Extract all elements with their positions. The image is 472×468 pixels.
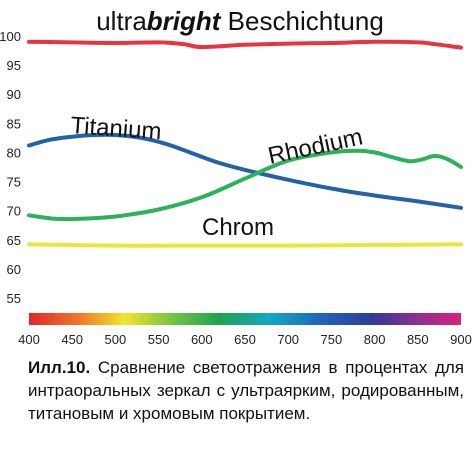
x-tick-label: 700 — [277, 332, 299, 347]
x-tick-label: 900 — [450, 332, 472, 347]
x-tick-label: 450 — [61, 332, 83, 347]
y-tick-label: 55 — [7, 291, 21, 306]
spectrum-bar — [29, 313, 461, 325]
series-line-ultrabright — [27, 39, 463, 50]
y-tick-label: 95 — [7, 58, 21, 73]
series-label-titanium: Titanium — [70, 112, 163, 145]
x-tick-label: 550 — [148, 332, 170, 347]
y-tick-label: 60 — [7, 262, 21, 277]
x-tick-label: 650 — [234, 332, 256, 347]
title-prefix: ultra — [96, 6, 147, 36]
y-tick-label: 75 — [7, 175, 21, 190]
y-axis: 100 95 90 85 80 75 70 65 60 55 — [0, 29, 21, 306]
chart-title: ultrabright Beschichtung — [96, 6, 384, 36]
x-tick-label: 750 — [321, 332, 343, 347]
caption-text: Сравнение светоотражения в процентах для… — [28, 358, 464, 423]
y-tick-label: 90 — [7, 87, 21, 102]
x-tick-label: 600 — [191, 332, 213, 347]
y-tick-label: 85 — [7, 116, 21, 131]
series-label-rhodium: Rhodium — [266, 123, 366, 169]
title-emphasis: bright — [147, 6, 222, 36]
series-labels: Titanium Rhodium Chrom — [70, 112, 366, 241]
x-tick-label: 400 — [18, 332, 40, 347]
figure-caption: Илл.10. Сравнение светоотражения в проце… — [28, 356, 464, 425]
y-tick-label: 65 — [7, 233, 21, 248]
series-line-chrom — [27, 242, 463, 248]
series-layer — [27, 39, 463, 248]
y-tick-label: 80 — [7, 145, 21, 160]
x-tick-label: 850 — [407, 332, 429, 347]
caption-label: Илл.10. — [28, 358, 91, 377]
x-tick-label: 800 — [364, 332, 386, 347]
series-line-titanium — [27, 132, 463, 210]
y-tick-label: 100 — [0, 29, 21, 44]
series-label-chrom: Chrom — [202, 214, 274, 241]
x-axis: 400 450 500 550 600 650 700 750 800 850 900 — [18, 332, 472, 347]
series-line-rhodium — [27, 148, 463, 222]
x-tick-label: 500 — [105, 332, 127, 347]
title-suffix: Beschichtung — [220, 6, 383, 36]
y-tick-label: 70 — [7, 204, 21, 219]
reflectance-chart: ultrabright Beschichtung 100 95 90 85 80 75 70… — [0, 6, 472, 347]
